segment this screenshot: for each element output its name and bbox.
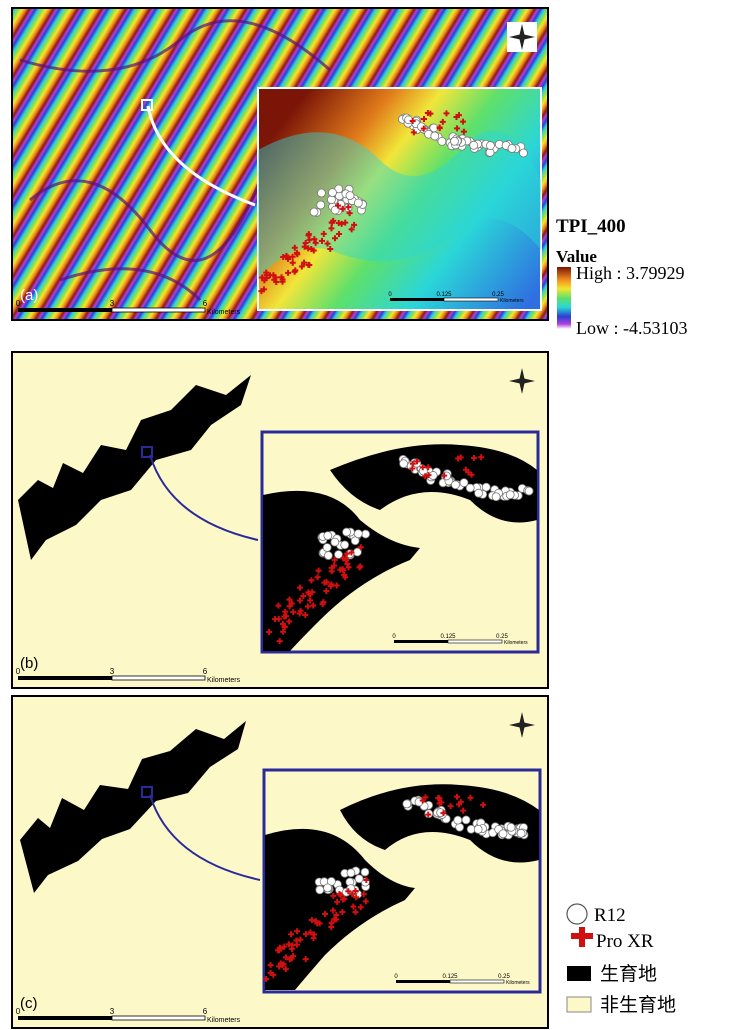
r12-point — [331, 538, 339, 546]
r12-point — [354, 530, 362, 538]
inset-scale-unit: Kilometers — [506, 980, 530, 986]
r12-point — [462, 816, 470, 824]
r12-point — [335, 551, 343, 559]
r12-point — [346, 192, 354, 200]
legend-high: High : 3.79929 — [576, 263, 685, 283]
r12-point — [347, 869, 355, 877]
r12-point — [507, 823, 515, 831]
scale-label: 3 — [110, 299, 115, 308]
r12-point — [482, 483, 490, 491]
inset-scale-bar — [444, 298, 498, 301]
r12-point — [451, 481, 459, 489]
scale-label: 0 — [16, 1007, 21, 1016]
r12-point — [499, 830, 507, 838]
panel-label: (b) — [20, 655, 38, 672]
legend-label: Pro XR — [596, 931, 654, 952]
color-ramp — [557, 267, 571, 329]
inset-scale-bar — [390, 298, 444, 301]
r12-point — [486, 142, 494, 150]
scale-unit: Kilometers — [207, 677, 241, 684]
scale-bar — [18, 308, 112, 312]
r12-point — [400, 460, 408, 468]
r12-point — [355, 875, 363, 883]
scale-label: 6 — [203, 299, 208, 308]
legend-r12-symbol — [567, 904, 587, 924]
r12-point — [508, 145, 516, 153]
legend-label: 生育地 — [600, 963, 657, 985]
panel-label: (a) — [20, 287, 38, 304]
scale-label: 6 — [203, 1007, 208, 1016]
r12-point — [317, 201, 325, 209]
inset-scale-label: 0.125 — [436, 292, 452, 298]
inset-scale-bar — [396, 980, 450, 983]
scale-label: 0 — [16, 299, 21, 308]
r12-point — [354, 199, 362, 207]
scale-bar — [112, 308, 205, 312]
inset-scale-unit: Kilometers — [504, 640, 528, 646]
r12-point — [328, 189, 336, 197]
inset-scale-bar — [450, 980, 504, 983]
r12-point — [341, 541, 349, 549]
r12-point — [317, 189, 325, 197]
r12-point — [438, 137, 446, 145]
r12-point — [475, 489, 483, 497]
scale-bar — [18, 676, 112, 680]
r12-point — [492, 493, 500, 501]
r12-point — [343, 528, 351, 536]
r12-point — [324, 884, 332, 892]
r12-point — [451, 137, 459, 145]
legend-proxr-symbol — [571, 927, 593, 947]
r12-point — [474, 825, 482, 833]
r12-point — [324, 532, 332, 540]
r12-point — [470, 141, 478, 149]
scale-unit: Kilometers — [207, 1017, 241, 1024]
legend-nonhabitat-symbol — [567, 997, 591, 1012]
inset-scale-unit: Kilometers — [500, 298, 524, 304]
r12-point — [506, 491, 514, 499]
r12-point — [517, 829, 525, 837]
r12-point — [324, 552, 332, 560]
inset-scale-bar — [394, 640, 448, 643]
r12-point — [362, 530, 370, 538]
legend-title: TPI_400 — [556, 216, 626, 237]
scale-bar — [18, 1016, 112, 1020]
r12-point — [310, 208, 318, 216]
r12-point — [519, 149, 527, 157]
legend-label: 非生育地 — [600, 994, 676, 1016]
scale-label: 0 — [16, 667, 21, 676]
r12-point — [525, 487, 533, 495]
scale-bar — [112, 676, 205, 680]
r12-point — [316, 886, 324, 894]
inset-scale-bar — [448, 640, 502, 643]
r12-point — [454, 816, 462, 824]
inset-scale-label: 0.125 — [442, 974, 458, 980]
panel-label: (c) — [20, 995, 38, 1012]
scale-bar — [112, 1016, 205, 1020]
figure: TPI_400 Value High : 3.79929 Low : -4.53… — [0, 0, 731, 1030]
r12-point — [460, 479, 468, 487]
inset-scale-label: 0.125 — [440, 634, 456, 640]
r12-point — [456, 823, 464, 831]
r12-point — [403, 800, 411, 808]
legend-low: Low : -4.53103 — [576, 318, 688, 338]
r12-point — [323, 544, 331, 552]
legend-label: R12 — [594, 905, 626, 926]
r12-point — [361, 868, 369, 876]
scale-label: 3 — [110, 667, 115, 676]
scale-label: 3 — [110, 1007, 115, 1016]
r12-point — [431, 132, 439, 140]
legend-habitat-symbol — [567, 966, 591, 981]
r12-point — [405, 116, 413, 124]
scale-label: 6 — [203, 667, 208, 676]
scale-unit: Kilometers — [207, 309, 241, 316]
